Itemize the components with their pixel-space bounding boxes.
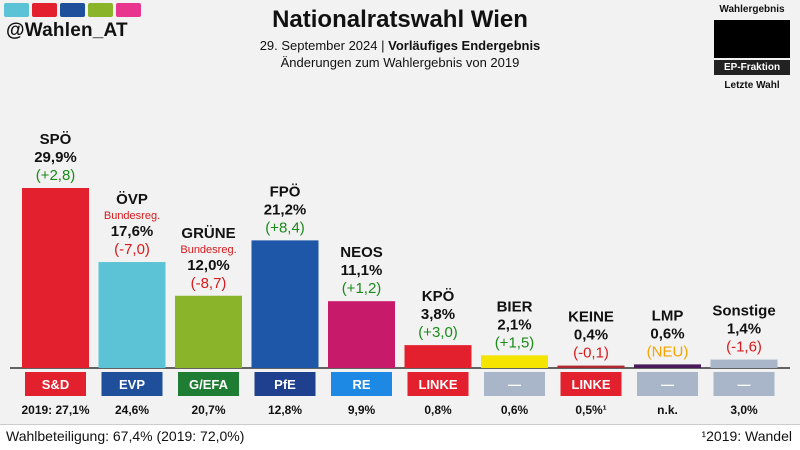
- change-label: (-8,7): [191, 275, 227, 292]
- previous-result-label: 0,5%¹: [575, 403, 606, 417]
- value-label: 2,1%: [497, 316, 531, 333]
- change-label: (+1,5): [495, 334, 535, 351]
- ep-group-label: —: [508, 377, 521, 392]
- ep-group-label: —: [738, 377, 751, 392]
- bar: [710, 359, 778, 368]
- ep-group-label: —: [661, 377, 674, 392]
- party-label: KPÖ: [422, 288, 455, 305]
- change-label: (-1,6): [726, 339, 762, 356]
- ep-group-band: [101, 372, 163, 396]
- bar: [328, 301, 395, 368]
- bar: [251, 240, 319, 368]
- legend-previous-label: Letzte Wahl: [724, 80, 780, 91]
- value-label: 0,6%: [650, 325, 684, 342]
- value-label: 17,6%: [111, 223, 154, 240]
- ep-group-band: [331, 372, 392, 396]
- party-label: SPÖ: [40, 131, 72, 148]
- previous-result-label: 0,8%: [424, 403, 452, 417]
- chart-subtitle: 29. September 2024 | Vorläufiges Enderge…: [259, 38, 541, 53]
- party-label: FPÖ: [270, 183, 301, 200]
- party-label: Sonstige: [712, 303, 775, 320]
- ep-group-band: [713, 372, 775, 396]
- ep-group-band: [25, 372, 86, 396]
- previous-result-label: 0,6%: [501, 403, 529, 417]
- logo-swatch: [32, 3, 57, 17]
- footnote-text: ¹2019: Wandel: [701, 428, 792, 444]
- ep-group-band: [407, 372, 469, 396]
- previous-result-label: 9,9%: [348, 403, 376, 417]
- bar: [557, 365, 625, 368]
- value-label: 11,1%: [341, 262, 383, 279]
- ep-group-label: LINKE: [572, 377, 611, 392]
- change-label: (-0,1): [573, 345, 609, 362]
- previous-result-label: n.k.: [657, 403, 678, 417]
- change-label: (-7,0): [114, 241, 150, 258]
- previous-result-label: 24,6%: [115, 403, 149, 417]
- party-label: ÖVP: [116, 191, 148, 208]
- election-date: 29. September 2024: [259, 38, 378, 53]
- ep-group-label: S&D: [42, 377, 69, 392]
- ep-group-label: LINKE: [419, 377, 458, 392]
- government-note: Bundesreg.: [104, 210, 160, 222]
- bar: [404, 345, 472, 368]
- ep-group-band: [637, 372, 698, 396]
- result-status: Vorläufiges Endergebnis: [388, 38, 541, 53]
- party-label: NEOS: [340, 244, 383, 261]
- previous-result-label: 3,0%: [730, 403, 758, 417]
- legend: Wahlergebnis EP-Fraktion Letzte Wahl: [714, 3, 790, 91]
- turnout-text: Wahlbeteiligung: 67,4% (2019: 72,0%): [6, 428, 245, 444]
- bar: [98, 262, 166, 368]
- ep-group-band: [560, 372, 622, 396]
- logo-swatch: [4, 3, 29, 17]
- ep-group-band: [254, 372, 316, 396]
- previous-result-label: 20,7%: [191, 403, 225, 417]
- value-label: 12,0%: [187, 257, 230, 274]
- logo-color-swatches: [4, 3, 141, 17]
- change-label: (+2,8): [36, 167, 76, 184]
- bar: [22, 188, 89, 368]
- legend-bar-swatch: [714, 20, 790, 58]
- value-label: 3,8%: [421, 306, 455, 323]
- previous-result-label: 12,8%: [268, 403, 302, 417]
- party-label: LMP: [652, 307, 684, 324]
- ep-group-band: [484, 372, 545, 396]
- logo-swatch: [88, 3, 113, 17]
- value-label: 21,2%: [264, 201, 307, 218]
- party-label: GRÜNE: [181, 225, 235, 242]
- party-label: KEINE: [568, 309, 614, 326]
- footer-bar: [0, 424, 800, 450]
- ep-group-label: RE: [352, 377, 370, 392]
- government-note: Bundesreg.: [180, 244, 236, 256]
- change-label: (+1,2): [342, 280, 382, 297]
- ep-group-label: G/EFA: [189, 377, 229, 392]
- change-label: (+3,0): [418, 324, 458, 341]
- value-label: 0,4%: [574, 327, 608, 344]
- logo-swatch: [116, 3, 141, 17]
- bar: [481, 355, 548, 368]
- legend-ep-band: EP-Fraktion: [714, 60, 790, 75]
- chart-title: Nationalratswahl Wien: [272, 6, 528, 33]
- value-label: 29,9%: [34, 149, 77, 166]
- change-label: (NEU): [647, 343, 689, 360]
- legend-result-label: Wahlergebnis: [719, 4, 785, 15]
- value-label: 1,4%: [727, 321, 761, 338]
- bar: [175, 295, 242, 368]
- logo-swatch: [60, 3, 85, 17]
- ep-group-band: [178, 372, 239, 396]
- twitter-handle: @Wahlen_AT: [6, 20, 128, 41]
- change-label: (+8,4): [265, 219, 305, 236]
- previous-result-label: 2019: 27,1%: [21, 403, 89, 417]
- ep-group-label: PfE: [274, 377, 296, 392]
- changes-note: Änderungen zum Wahlergebnis von 2019: [280, 55, 520, 70]
- ep-group-label: EVP: [119, 377, 145, 392]
- party-label: BIER: [497, 298, 533, 315]
- bar: [634, 364, 701, 368]
